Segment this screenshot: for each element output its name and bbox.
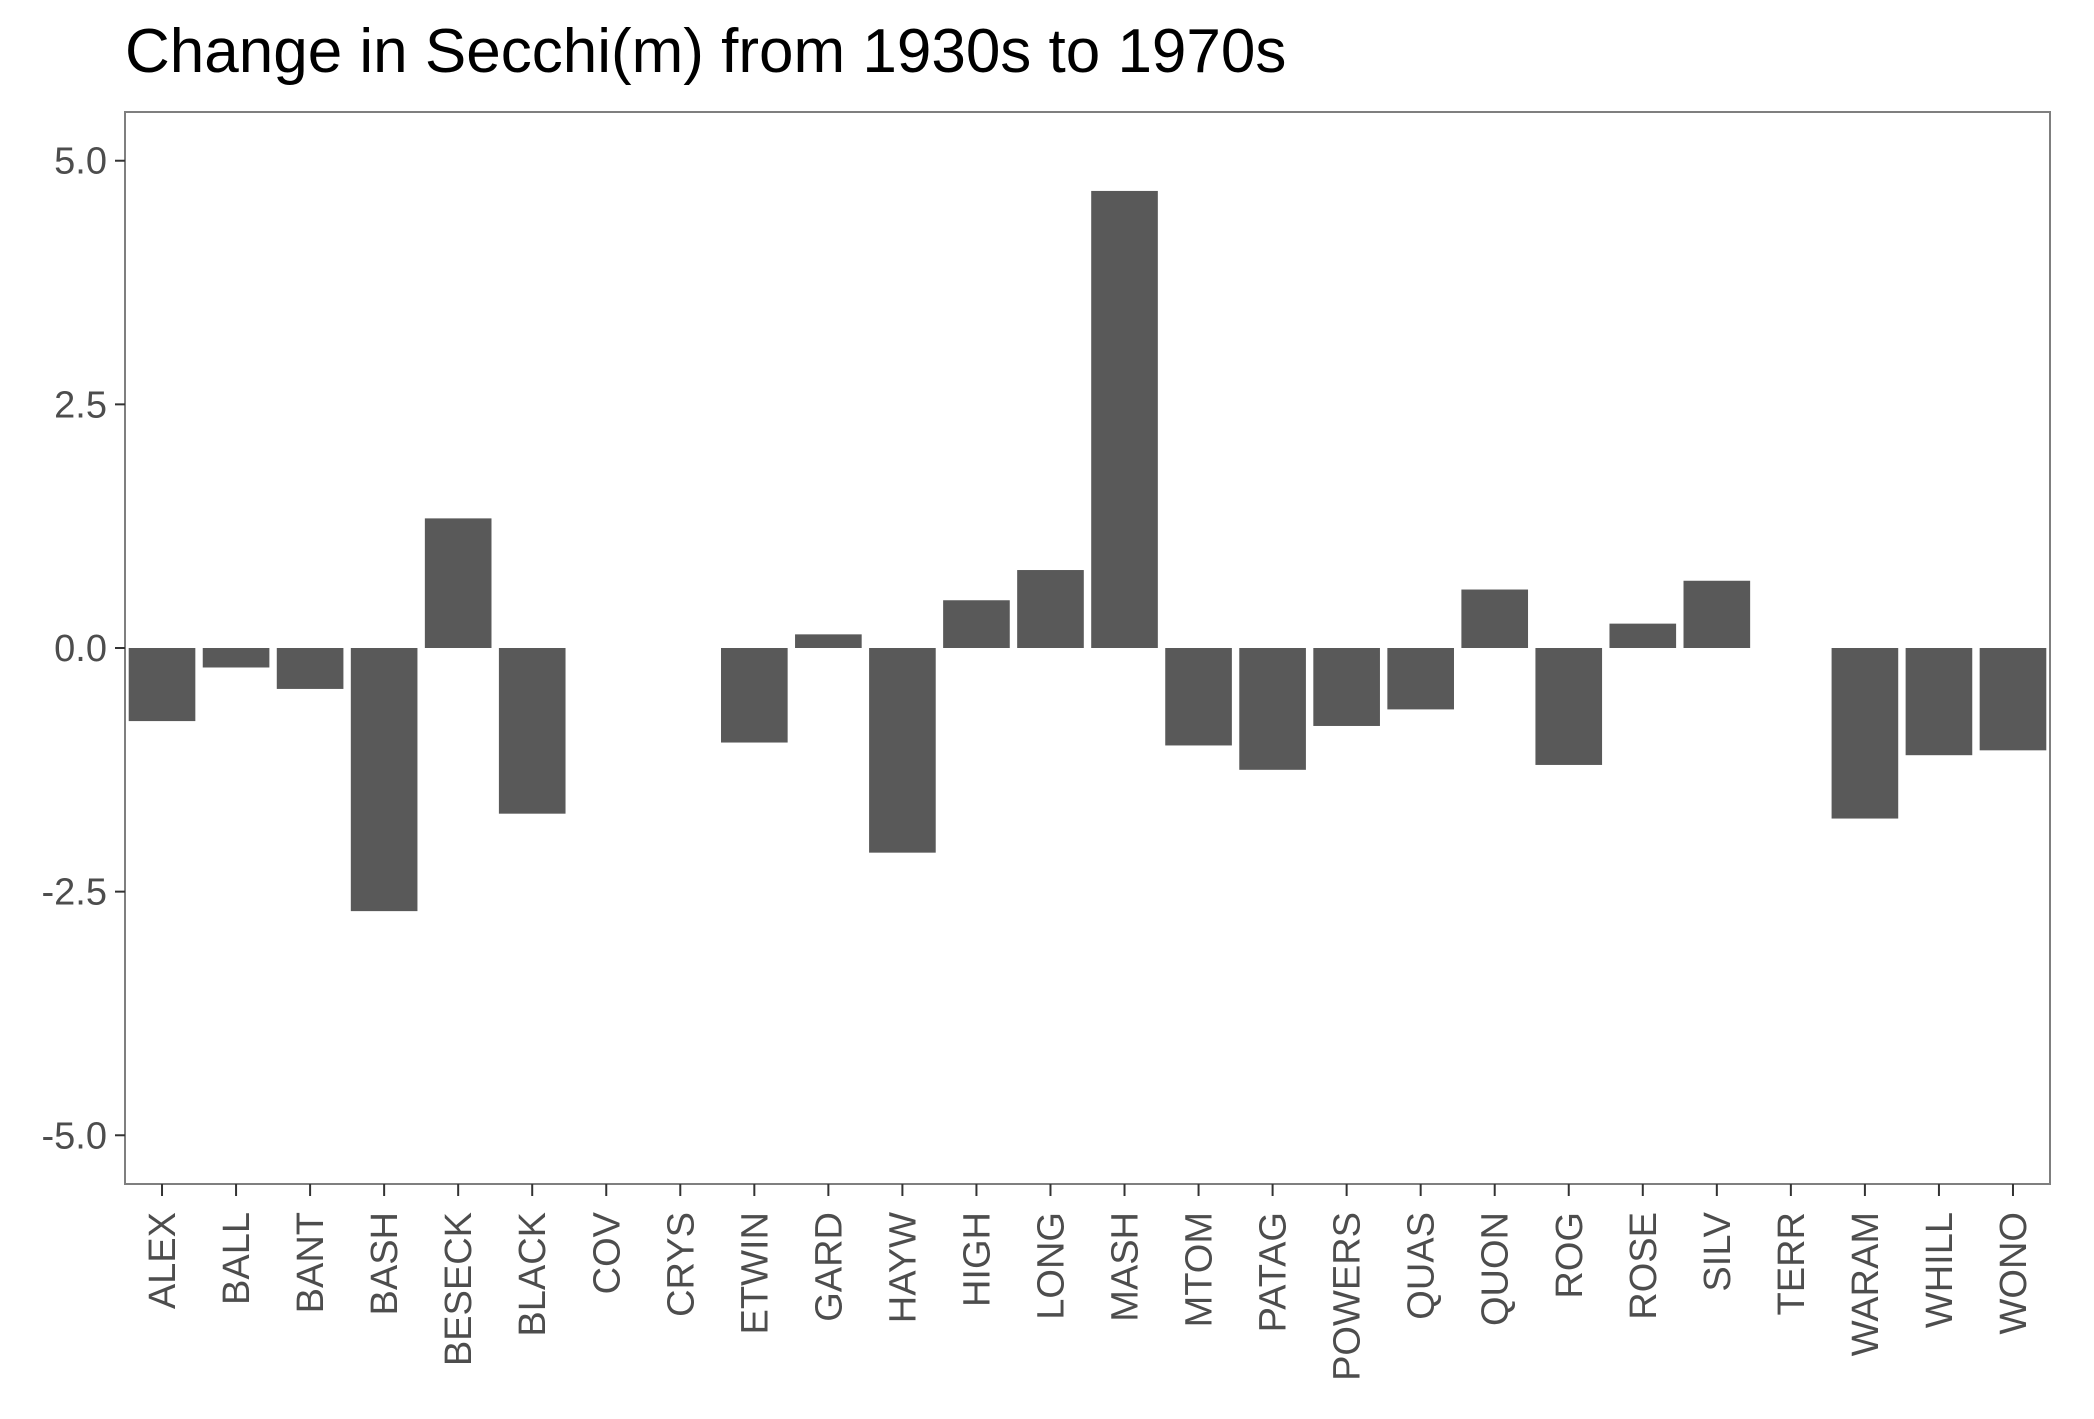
x-tick-label: LONG [1030, 1212, 1072, 1320]
x-tick-label: WARAM [1845, 1212, 1887, 1356]
bar-silv [1683, 580, 1751, 648]
bar-rog [1535, 648, 1603, 765]
bar-rose [1609, 623, 1677, 648]
bar-alex [128, 648, 196, 722]
bar-patag [1239, 648, 1306, 770]
bar-whill [1905, 648, 1973, 756]
x-tick-label: QUAS [1401, 1212, 1443, 1320]
y-tick-label: -5.0 [42, 1115, 107, 1157]
x-tick-label: BANT [290, 1212, 332, 1313]
x-tick-label: ROG [1549, 1212, 1591, 1299]
x-tick-label: QUON [1475, 1212, 1517, 1326]
y-tick-label: 0.0 [54, 628, 107, 670]
bar-high [943, 600, 1010, 648]
bar-black [498, 648, 566, 814]
y-axis: 5.0 2.5 0.0 -2.5 -5.0 [42, 141, 125, 1157]
x-tick-label: MTOM [1179, 1212, 1221, 1327]
bar-powers [1313, 648, 1380, 726]
x-tick-label: BESECK [438, 1212, 480, 1366]
x-tick-label: ETWIN [734, 1212, 776, 1334]
bar-quon [1461, 589, 1529, 648]
x-tick-label: GARD [808, 1212, 850, 1322]
x-tick-label: BALL [216, 1212, 258, 1305]
x-axis: ALEX BALL BANT BASH BESECK BLACK COV CRYS ETWIN G… [142, 1184, 2035, 1381]
x-tick-label: BASH [364, 1212, 406, 1315]
chart-title: Change in Secchi(m) from 1930s to 1970s [125, 17, 1286, 86]
bar-hayw [869, 648, 936, 853]
x-tick-label: POWERS [1327, 1212, 1369, 1381]
bar-long [1017, 570, 1084, 648]
bar-etwin [721, 648, 788, 743]
bars [128, 190, 2047, 912]
bar-ball [202, 648, 270, 668]
x-tick-label: MASH [1105, 1212, 1147, 1322]
x-tick-label: WHILL [1919, 1212, 1961, 1328]
x-tick-label: SILV [1697, 1211, 1739, 1291]
bar-gard [795, 634, 862, 648]
x-tick-label: ALEX [142, 1212, 184, 1309]
x-tick-label: WONO [1993, 1212, 2035, 1334]
y-tick-label: -2.5 [42, 872, 107, 914]
bar-wono [1979, 648, 2047, 751]
x-tick-label: TERR [1771, 1212, 1813, 1315]
x-tick-label: BLACK [512, 1212, 554, 1337]
bar-waram [1831, 648, 1899, 819]
x-tick-label: PATAG [1253, 1212, 1295, 1332]
y-tick-label: 2.5 [54, 384, 107, 426]
bar-quas [1387, 648, 1454, 710]
x-tick-label: HIGH [956, 1212, 998, 1307]
bar-mtom [1165, 648, 1232, 746]
bar-bant [276, 648, 344, 689]
bar-mash [1091, 190, 1158, 649]
bar-beseck [424, 518, 492, 648]
x-tick-label: HAYW [882, 1212, 924, 1323]
x-tick-label: CRYS [660, 1212, 702, 1317]
x-tick-label: ROSE [1623, 1212, 1665, 1320]
x-tick-label: COV [586, 1211, 628, 1294]
y-tick-label: 5.0 [54, 141, 107, 183]
bar-bash [350, 648, 418, 912]
